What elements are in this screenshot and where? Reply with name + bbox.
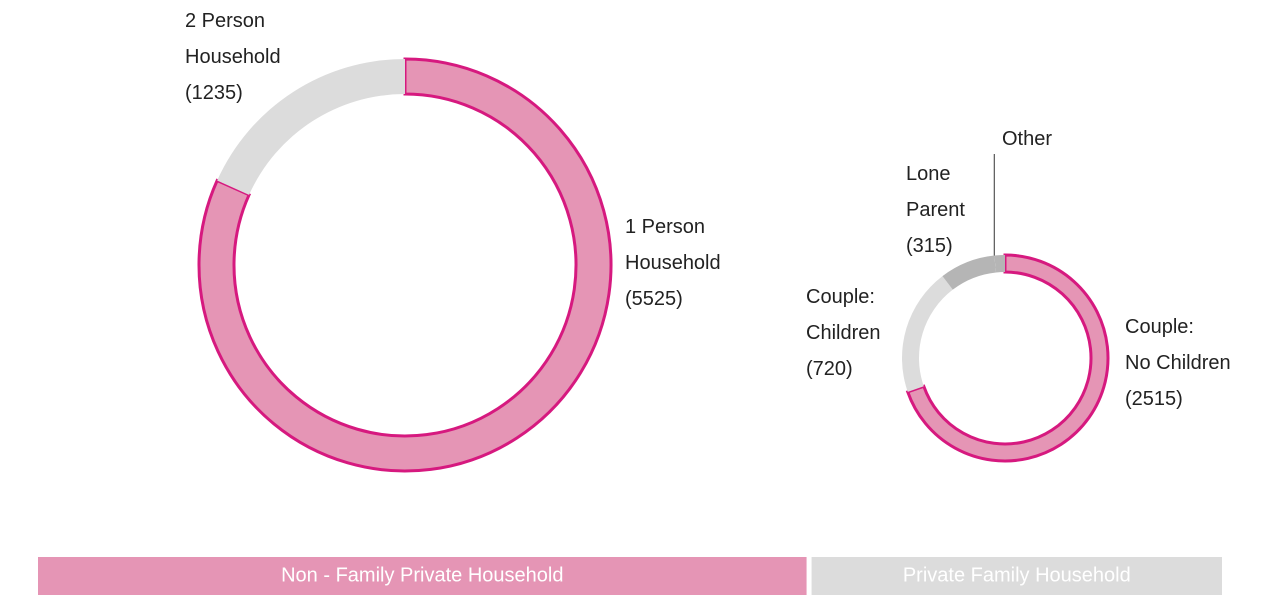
- value-label: (2515): [1125, 388, 1183, 410]
- segment-label: 1 Person Household (5525): [625, 216, 721, 310]
- segment-label: Lone Parent (315): [906, 163, 965, 257]
- donut-segment: [905, 253, 1110, 463]
- label-line: Household: [625, 252, 721, 274]
- segment-label: Other: [1002, 128, 1052, 150]
- donut-segment: [994, 255, 1005, 273]
- segment-label: Couple: Children (720): [806, 286, 880, 380]
- label-line: Parent: [906, 199, 965, 221]
- group-label: Non - Family Private Household: [281, 564, 563, 586]
- label-line: Couple:: [1125, 316, 1194, 338]
- value-label: (1235): [185, 82, 243, 104]
- donut-segment: [217, 58, 405, 195]
- label-line: 2 Person: [185, 10, 265, 32]
- label-line: Couple:: [806, 286, 875, 308]
- label-line: Lone: [906, 163, 951, 185]
- label-line: Other: [1002, 128, 1052, 150]
- donut-segment: [902, 276, 953, 392]
- segment-label: Couple: No Children (2515): [1125, 316, 1231, 410]
- donut-segment: [197, 57, 613, 473]
- group-bar: [811, 557, 1222, 595]
- group-label: Private Family Household: [903, 564, 1131, 586]
- label-line: Household: [185, 46, 281, 68]
- value-label: (5525): [625, 288, 683, 310]
- label-line: No Children: [1125, 352, 1231, 374]
- label-line: Children: [806, 322, 880, 344]
- label-line: 1 Person: [625, 216, 705, 238]
- donut-segment: [942, 255, 997, 290]
- value-label: (315): [906, 235, 953, 257]
- segment-label: 2 Person Household (1235): [185, 10, 281, 104]
- group-bar: [38, 557, 807, 595]
- value-label: (720): [806, 358, 853, 380]
